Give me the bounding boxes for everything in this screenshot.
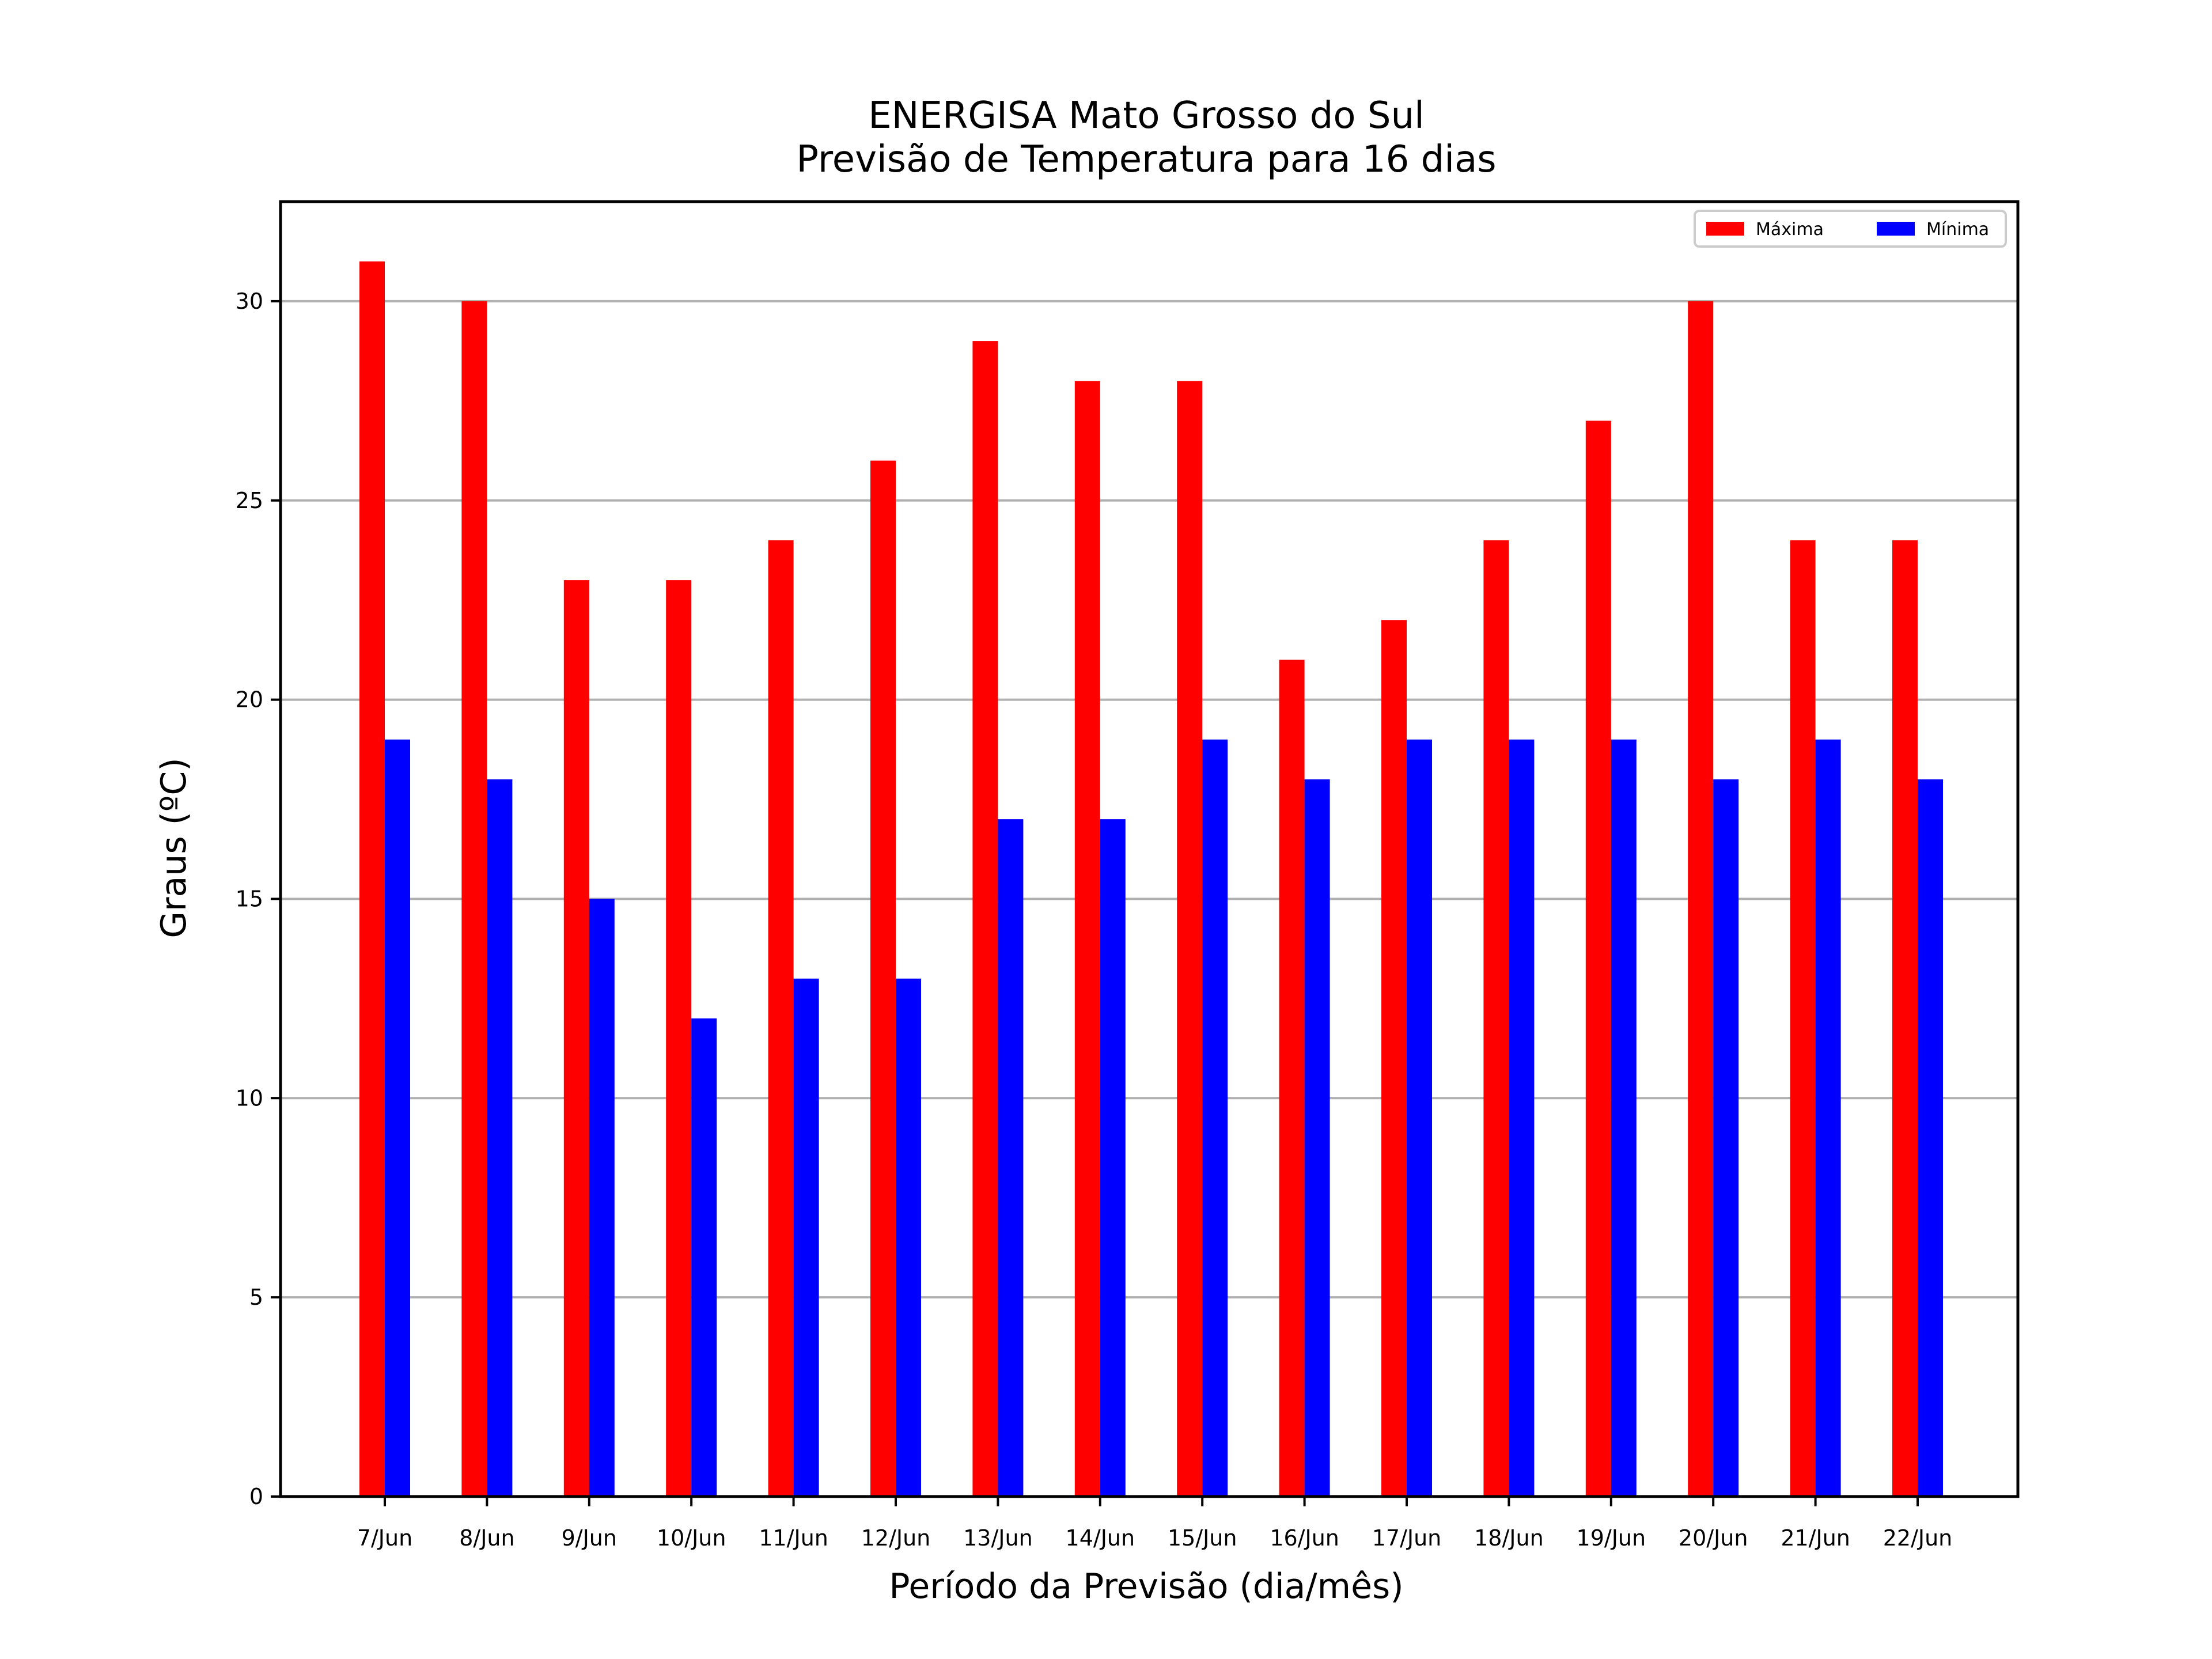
x-tick-label: 7/Jun	[357, 1525, 412, 1551]
bar-minima	[385, 739, 410, 1497]
bar-maxima	[1892, 540, 1918, 1497]
bar-minima	[691, 1018, 717, 1497]
x-tick-label: 8/Jun	[459, 1525, 514, 1551]
x-tick-label: 21/Jun	[1781, 1525, 1850, 1551]
x-tick-label: 12/Jun	[861, 1525, 931, 1551]
bar-maxima	[666, 580, 692, 1497]
plot-area-frame	[279, 200, 2020, 1498]
x-tick-label: 17/Jun	[1372, 1525, 1442, 1551]
bar-minima	[1407, 739, 1432, 1497]
x-tick-label: 22/Jun	[1883, 1525, 1953, 1551]
y-axis-label: Graus (ºC)	[154, 757, 194, 938]
bar-maxima	[1381, 620, 1407, 1497]
y-tick-label: 20	[236, 687, 263, 713]
bar-maxima	[359, 261, 385, 1497]
bar-maxima	[768, 540, 794, 1497]
chart-title-line-1: ENERGISA Mato Grosso do Sul	[868, 94, 1425, 137]
bar-maxima	[1279, 660, 1305, 1497]
bar-minima	[589, 899, 615, 1497]
legend-swatch-minima	[1877, 222, 1915, 236]
bar-maxima	[1688, 301, 1714, 1497]
bar-minima	[1815, 739, 1841, 1497]
legend-swatch-maxima	[1706, 222, 1744, 236]
bar-maxima	[1177, 381, 1203, 1497]
bar-minima	[487, 779, 513, 1497]
x-axis-label: Período da Previsão (dia/mês)	[889, 1566, 1403, 1607]
bar-minima	[1918, 779, 1943, 1497]
y-tick-label: 30	[236, 289, 263, 314]
legend-label-maxima: Máxima	[1756, 219, 1824, 240]
bar-maxima	[972, 341, 998, 1497]
bar-maxima	[1790, 540, 1816, 1497]
bar-minima	[896, 978, 921, 1497]
chart-title-line-2: Previsão de Temperatura para 16 dias	[796, 138, 1496, 181]
y-tick-label: 10	[236, 1085, 263, 1111]
bar-minima	[1713, 779, 1739, 1497]
bar-minima	[1202, 739, 1228, 1497]
bar-minima	[998, 819, 1024, 1497]
bar-maxima	[461, 301, 487, 1497]
x-tick-label: 11/Jun	[759, 1525, 828, 1551]
x-tick-label: 10/Jun	[657, 1525, 726, 1551]
bar-minima	[793, 978, 819, 1497]
bar-maxima	[1074, 381, 1100, 1497]
bar-minima	[1100, 819, 1126, 1497]
y-tick-label: 25	[236, 488, 263, 513]
x-axis-ticks: 7/Jun 8/Jun 9/Jun 10/Jun 11/Jun 12/Jun 13/Jun 1…	[357, 1497, 1952, 1551]
x-tick-label: 18/Jun	[1474, 1525, 1544, 1551]
x-tick-label: 16/Jun	[1270, 1525, 1339, 1551]
legend: Máxima Mínima	[1694, 210, 2007, 248]
y-tick-label: 15	[236, 886, 263, 911]
bars	[359, 261, 1943, 1497]
bar-maxima	[1585, 421, 1611, 1497]
bar-minima	[1304, 779, 1330, 1497]
x-tick-label: 13/Jun	[963, 1525, 1033, 1551]
legend-box	[1694, 210, 2007, 248]
x-tick-label: 14/Jun	[1066, 1525, 1135, 1551]
x-tick-label: 20/Jun	[1679, 1525, 1748, 1551]
bar-maxima	[870, 460, 896, 1497]
y-tick-label: 0	[249, 1484, 263, 1509]
y-tick-label: 5	[249, 1285, 263, 1310]
bar-maxima	[563, 580, 589, 1497]
bar-minima	[1611, 739, 1637, 1497]
bar-maxima	[1483, 540, 1509, 1497]
x-tick-label: 15/Jun	[1168, 1525, 1237, 1551]
x-tick-label: 9/Jun	[562, 1525, 617, 1551]
x-tick-label: 19/Jun	[1577, 1525, 1646, 1551]
legend-label-minima: Mínima	[1926, 219, 1989, 240]
bar-minima	[1509, 739, 1535, 1497]
y-axis-ticks: 0 5 10 15 20 25 30	[236, 289, 281, 1509]
